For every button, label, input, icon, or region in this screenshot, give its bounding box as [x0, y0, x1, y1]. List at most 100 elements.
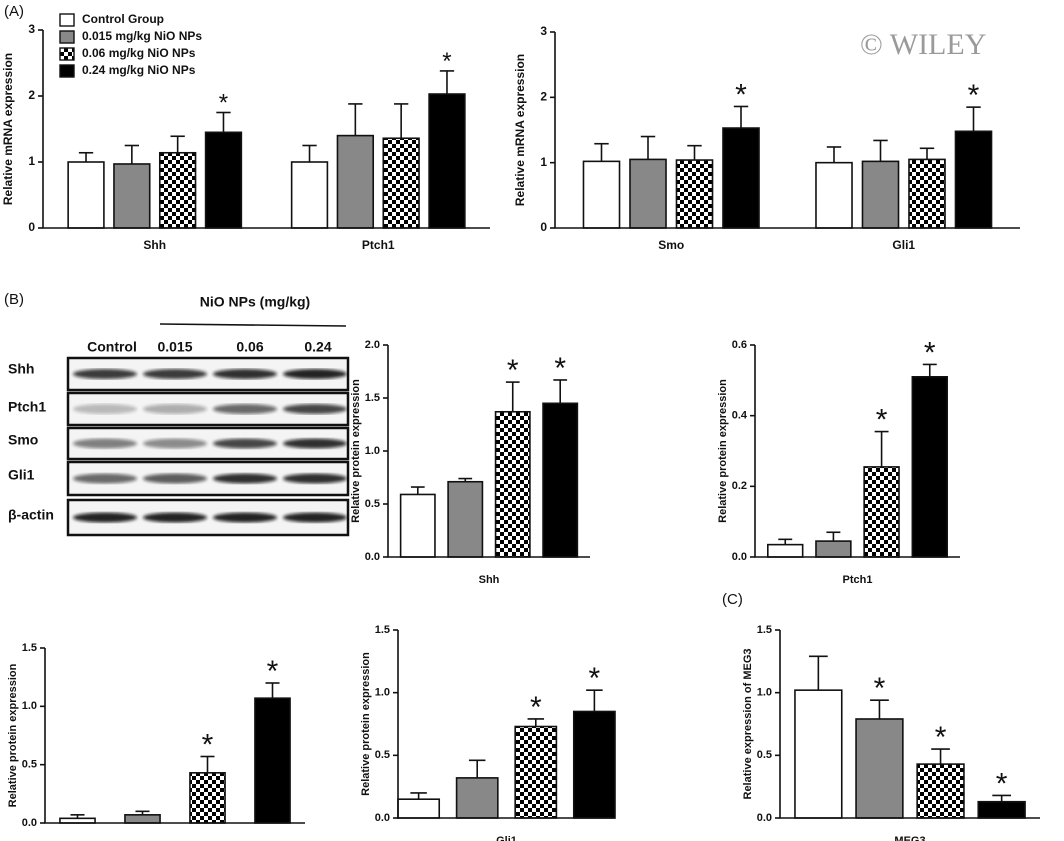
- legend-label: 0.015 mg/kg NiO NPs: [82, 29, 202, 43]
- y-tick-label: 1.5: [757, 624, 772, 636]
- bar: [863, 466, 900, 558]
- bracket: [159, 323, 347, 327]
- axis-line: [554, 32, 1020, 229]
- watermark: © WILEY: [860, 28, 986, 61]
- significance-mark: *: [442, 48, 451, 75]
- bar: [67, 161, 105, 229]
- legend-swatch: [59, 64, 75, 78]
- x-category-label: Ptch1: [362, 238, 395, 252]
- bar: [455, 777, 499, 819]
- blot-title: NiO NPs (mg/kg): [200, 294, 310, 310]
- western-blot: NiO NPs (mg/kg) Control 0.015 0.06 0.24 …: [8, 294, 350, 537]
- bar: [582, 160, 621, 229]
- panel-label: (B): [4, 291, 24, 308]
- y-tick-label: 1.5: [375, 624, 390, 636]
- bar: [254, 697, 291, 824]
- bar: [908, 158, 946, 229]
- x-category-label: Shh: [479, 574, 500, 586]
- bar: [675, 159, 714, 229]
- y-tick-label: 1.5: [365, 392, 380, 404]
- bar: [158, 151, 197, 229]
- bar: [113, 163, 151, 229]
- significance-mark: *: [202, 729, 214, 762]
- y-tick-label: 1.0: [365, 445, 380, 457]
- bar: [494, 410, 531, 558]
- significance-mark: *: [589, 662, 601, 695]
- bar: [514, 725, 558, 819]
- axis-line: [44, 648, 305, 824]
- bar: [911, 375, 948, 558]
- y-axis-label: Relative protein expression: [717, 379, 729, 523]
- axis-line: [387, 345, 590, 558]
- bar: [399, 493, 436, 558]
- bar: [428, 93, 466, 229]
- row-label: Gli1: [8, 467, 35, 483]
- bar: [855, 718, 904, 819]
- lane-label: 0.06: [236, 339, 263, 355]
- significance-mark: *: [924, 336, 936, 369]
- axis-line: [397, 630, 615, 819]
- bar: [629, 158, 667, 229]
- y-tick-label: 1: [28, 154, 35, 168]
- blot-band: [213, 369, 277, 379]
- y-tick-label: 0.0: [757, 812, 772, 824]
- blot-band: [143, 404, 207, 414]
- axis-line: [754, 345, 960, 558]
- x-category-label: Gli1: [892, 238, 915, 252]
- y-tick-label: 0.0: [732, 551, 747, 563]
- legend-label: 0.06 mg/kg NiO NPs: [82, 46, 196, 60]
- bar: [336, 134, 375, 229]
- blot-band: [213, 404, 277, 414]
- blot-band: [283, 369, 347, 379]
- significance-mark: *: [530, 691, 542, 724]
- significance-mark: *: [267, 655, 279, 688]
- blot-band: [73, 438, 137, 449]
- significance-mark: *: [874, 672, 886, 705]
- x-category-label: MEG3: [894, 835, 925, 841]
- y-tick-label: 3: [28, 22, 35, 36]
- blot-band: [213, 473, 277, 484]
- blot-band: [73, 512, 137, 523]
- significance-mark: *: [935, 721, 947, 754]
- y-tick-label: 0.5: [757, 749, 772, 761]
- y-tick-label: 0.0: [365, 551, 380, 563]
- significance-mark: *: [996, 767, 1008, 800]
- bar: [572, 710, 616, 819]
- blot-band: [283, 404, 347, 414]
- lane-label: Control: [87, 339, 137, 355]
- blot-band: [73, 404, 137, 414]
- blot-band: [143, 369, 207, 379]
- blot-band: [73, 369, 137, 379]
- blot-band: [143, 512, 207, 523]
- axis-line: [779, 630, 1040, 819]
- blot-band: [143, 438, 207, 449]
- bar: [382, 137, 420, 229]
- bar: [954, 130, 993, 229]
- panel-label: (A): [4, 3, 24, 20]
- blot-band: [283, 473, 347, 484]
- y-tick-label: 0.5: [375, 749, 390, 761]
- x-category-label: Gli1: [496, 835, 517, 841]
- bar: [815, 161, 853, 229]
- bar: [447, 480, 484, 558]
- significance-mark: *: [507, 354, 519, 387]
- legend-swatch: [59, 47, 75, 61]
- x-category-label: Smo: [163, 840, 187, 841]
- significance-mark: *: [219, 90, 228, 117]
- lane-label: 0.015: [157, 339, 192, 355]
- y-tick-label: 1: [540, 155, 547, 169]
- row-label: Smo: [8, 432, 38, 448]
- axis-line: [42, 30, 490, 229]
- y-tick-label: 1.0: [22, 700, 37, 712]
- y-tick-label: 1.5: [22, 642, 37, 654]
- y-axis-label: Relative protein expression: [350, 379, 362, 523]
- x-category-label: Shh: [143, 238, 166, 252]
- bar: [722, 127, 760, 229]
- y-tick-label: 0.6: [732, 339, 747, 351]
- significance-mark: *: [968, 79, 980, 112]
- row-label: Ptch1: [8, 399, 46, 415]
- y-tick-label: 0.5: [22, 759, 37, 771]
- y-axis-label: Relative mRNA expression: [513, 54, 527, 206]
- bar: [124, 814, 161, 824]
